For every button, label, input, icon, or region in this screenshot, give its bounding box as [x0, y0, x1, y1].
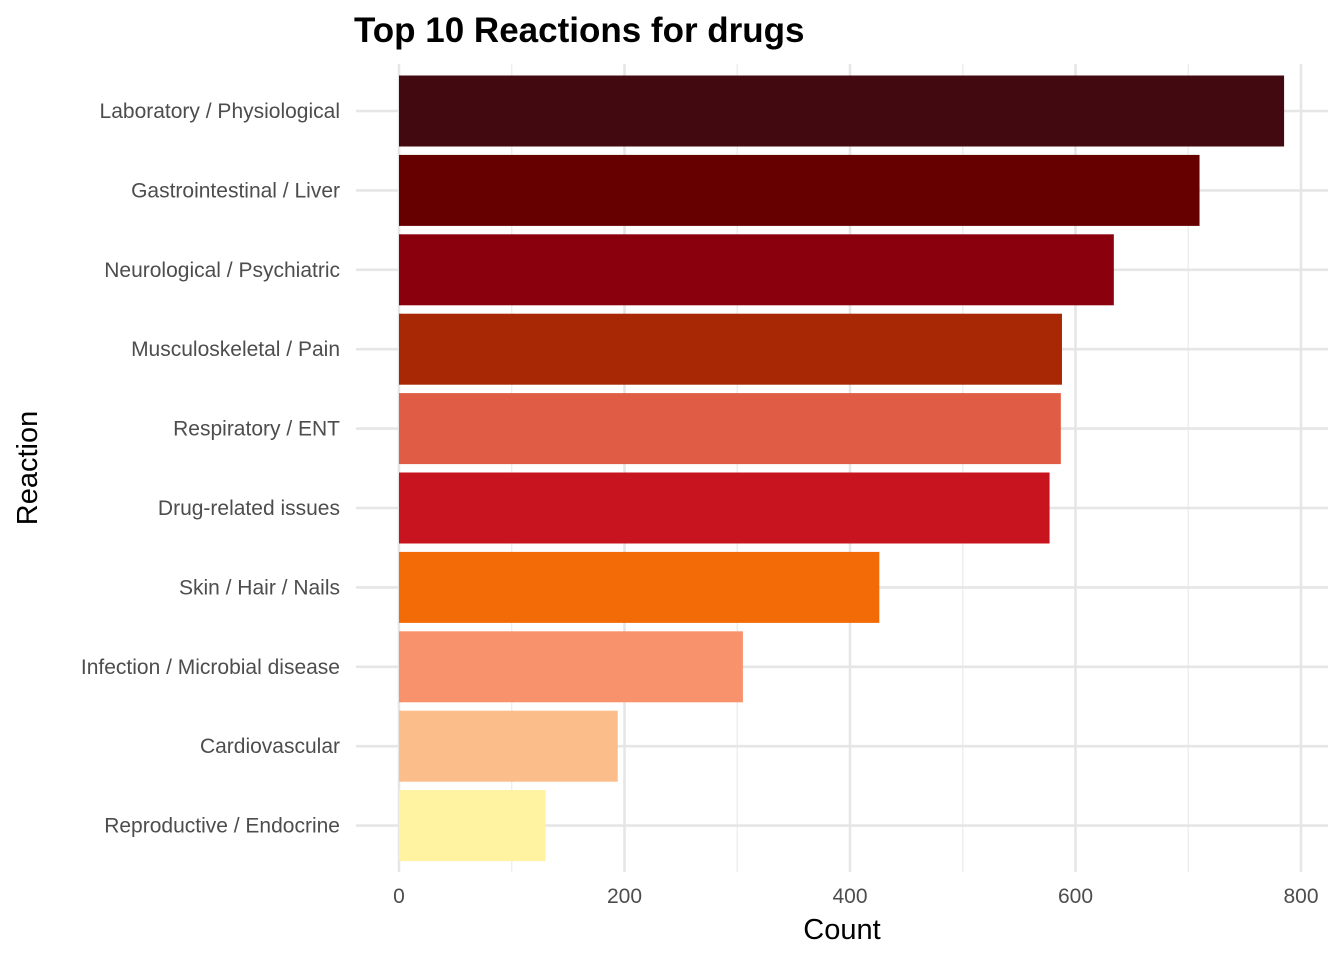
x-tick-label: 800	[1283, 885, 1318, 908]
bar-cardiovascular	[399, 710, 618, 782]
x-tick-label: 200	[607, 885, 642, 908]
y-tick-label: Drug-related issues	[158, 497, 340, 520]
bar-infection-microbial-disease	[399, 631, 743, 703]
x-tick-label: 0	[393, 885, 405, 908]
bar-respiratory-ent	[399, 393, 1061, 465]
bar-neurological-psychiatric	[399, 234, 1114, 306]
bar-laboratory-physiological	[399, 75, 1285, 147]
x-tick-label: 600	[1058, 885, 1093, 908]
bar-skin-hair-nails	[399, 551, 880, 623]
bar-reproductive-endocrine	[399, 790, 546, 862]
y-tick-label: Infection / Microbial disease	[81, 656, 340, 679]
y-tick-label: Neurological / Psychiatric	[104, 259, 340, 282]
y-tick-label: Cardiovascular	[200, 735, 340, 758]
y-tick-label: Gastrointestinal / Liver	[131, 179, 340, 202]
y-tick-label: Laboratory / Physiological	[100, 100, 340, 123]
bar-musculoskeletal-pain	[399, 313, 1062, 385]
x-axis-title: Count	[803, 914, 880, 946]
y-tick-label: Skin / Hair / Nails	[179, 576, 340, 599]
y-axis-title: Reaction	[12, 411, 44, 525]
bars	[399, 75, 1285, 862]
x-tick-label: 400	[832, 885, 867, 908]
y-tick-label: Reproductive / Endocrine	[104, 815, 340, 838]
bar-gastrointestinal-liver	[399, 154, 1200, 226]
x-tick-labels: 0 200 400 600 800	[393, 885, 1318, 908]
bar-drug-related-issues	[399, 472, 1050, 544]
y-tick-labels: Laboratory / Physiological Gastrointestin…	[81, 100, 340, 838]
y-tick-label: Musculoskeletal / Pain	[131, 338, 340, 361]
chart-title: Top 10 Reactions for drugs	[354, 11, 805, 50]
y-tick-label: Respiratory / ENT	[173, 418, 340, 441]
